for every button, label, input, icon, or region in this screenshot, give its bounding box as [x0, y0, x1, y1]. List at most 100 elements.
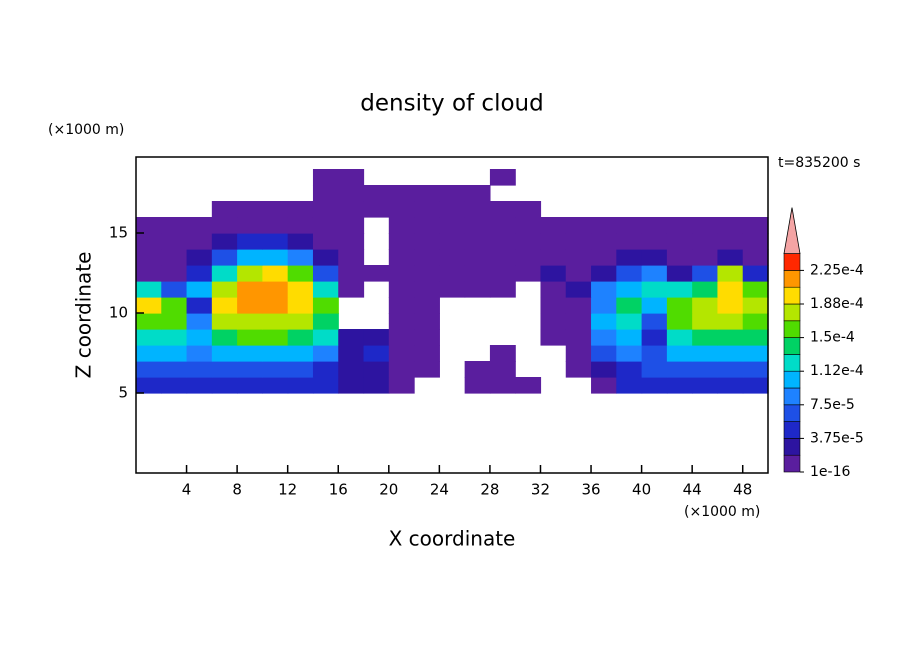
contour-cell — [616, 233, 643, 250]
contour-cell — [666, 265, 693, 282]
contour-cell — [287, 265, 314, 282]
contour-cell — [161, 249, 188, 266]
contour-cell — [717, 329, 744, 346]
colorbar-over-arrow — [783, 207, 801, 254]
contour-cell — [591, 297, 617, 314]
contour-cell — [363, 345, 390, 362]
colorbar-band — [783, 421, 801, 439]
contour-cell — [666, 345, 693, 362]
colorbar-tick-label: 3.75e-5 — [810, 430, 864, 446]
contour-cell — [591, 249, 617, 266]
contour-cell — [692, 297, 719, 314]
contour-cell — [591, 233, 617, 250]
contour-cell — [262, 361, 289, 378]
contour-cell — [388, 313, 415, 330]
contour-cell — [136, 281, 162, 298]
x-tick-label: 32 — [531, 481, 550, 499]
contour-cell — [388, 281, 415, 298]
contour-cell — [237, 249, 263, 266]
contour-cell — [666, 281, 693, 298]
contour-cell — [161, 265, 188, 282]
contour-cell — [211, 233, 238, 250]
contour-cell — [237, 297, 263, 314]
contour-cell — [616, 281, 643, 298]
contour-cell — [742, 297, 769, 314]
contour-cell — [211, 361, 238, 378]
contour-cell — [211, 313, 238, 330]
contour-cell — [565, 233, 592, 250]
contour-cell — [515, 201, 542, 218]
contour-cell — [186, 297, 213, 314]
contour-cell — [591, 329, 617, 346]
contour-cell — [414, 233, 440, 250]
chart-title: density of cloud — [360, 91, 543, 117]
contour-cell — [237, 201, 263, 218]
contour-cell — [237, 329, 263, 346]
x-tick-label: 8 — [232, 481, 242, 499]
contour-cell — [312, 281, 339, 298]
contour-cell — [262, 265, 289, 282]
contour-cell — [211, 377, 238, 394]
contour-cell — [692, 329, 719, 346]
contour-cell — [211, 249, 238, 266]
contour-cell — [237, 313, 263, 330]
contour-cell — [742, 329, 769, 346]
contour-cell — [565, 361, 592, 378]
contour-cell — [565, 217, 592, 234]
plot-frame — [135, 156, 769, 474]
contour-cell — [515, 249, 542, 266]
contour-cell — [540, 249, 567, 266]
contour-cell — [287, 281, 314, 298]
contour-cell — [666, 329, 693, 346]
contour-cell — [338, 233, 365, 250]
contour-cell — [414, 217, 440, 234]
contour-cell — [666, 233, 693, 250]
contour-cell — [287, 217, 314, 234]
x-tick-label: 16 — [329, 481, 348, 499]
contour-cell — [186, 249, 213, 266]
contour-cell — [338, 201, 365, 218]
contour-cell — [692, 217, 719, 234]
contour-cell — [464, 217, 491, 234]
contour-cell — [540, 217, 567, 234]
contour-cell — [136, 265, 162, 282]
contour-cell — [312, 377, 339, 394]
contour-cell — [262, 313, 289, 330]
colorbar-tick-label: 1.12e-4 — [810, 363, 864, 379]
contour-cell — [540, 313, 567, 330]
contour-cell — [161, 281, 188, 298]
y-tick-label: 5 — [118, 384, 128, 402]
contour-cell — [161, 361, 188, 378]
colorbar-band — [783, 370, 801, 389]
contour-cell — [464, 249, 491, 266]
contour-cell — [338, 281, 365, 298]
contour-cell — [237, 233, 263, 250]
x-axis-label: X coordinate — [389, 527, 516, 551]
contour-cell — [414, 345, 440, 362]
contour-cell — [565, 329, 592, 346]
contour-cell — [388, 265, 415, 282]
contour-cell — [161, 377, 188, 394]
contour-cell — [692, 233, 719, 250]
contour-cell — [161, 313, 188, 330]
contour-cell — [338, 169, 365, 186]
contour-cell — [641, 313, 668, 330]
contour-cell — [742, 361, 769, 378]
contour-cell — [136, 329, 162, 346]
x-tick-label: 24 — [430, 481, 449, 499]
contour-cell — [591, 217, 617, 234]
contour-cell — [439, 217, 466, 234]
contour-cell — [464, 201, 491, 218]
contour-cell — [591, 265, 617, 282]
contour-cell — [692, 249, 719, 266]
contour-cell — [262, 249, 289, 266]
contour-cell — [363, 377, 390, 394]
time-annotation: t=835200 s — [778, 155, 860, 171]
contour-cell — [742, 377, 769, 394]
contour-cell — [363, 361, 390, 378]
contour-cell — [742, 265, 769, 282]
contour-cell — [489, 345, 516, 362]
contour-cell — [363, 329, 390, 346]
contour-cell — [641, 217, 668, 234]
colorbar-band — [783, 354, 801, 372]
